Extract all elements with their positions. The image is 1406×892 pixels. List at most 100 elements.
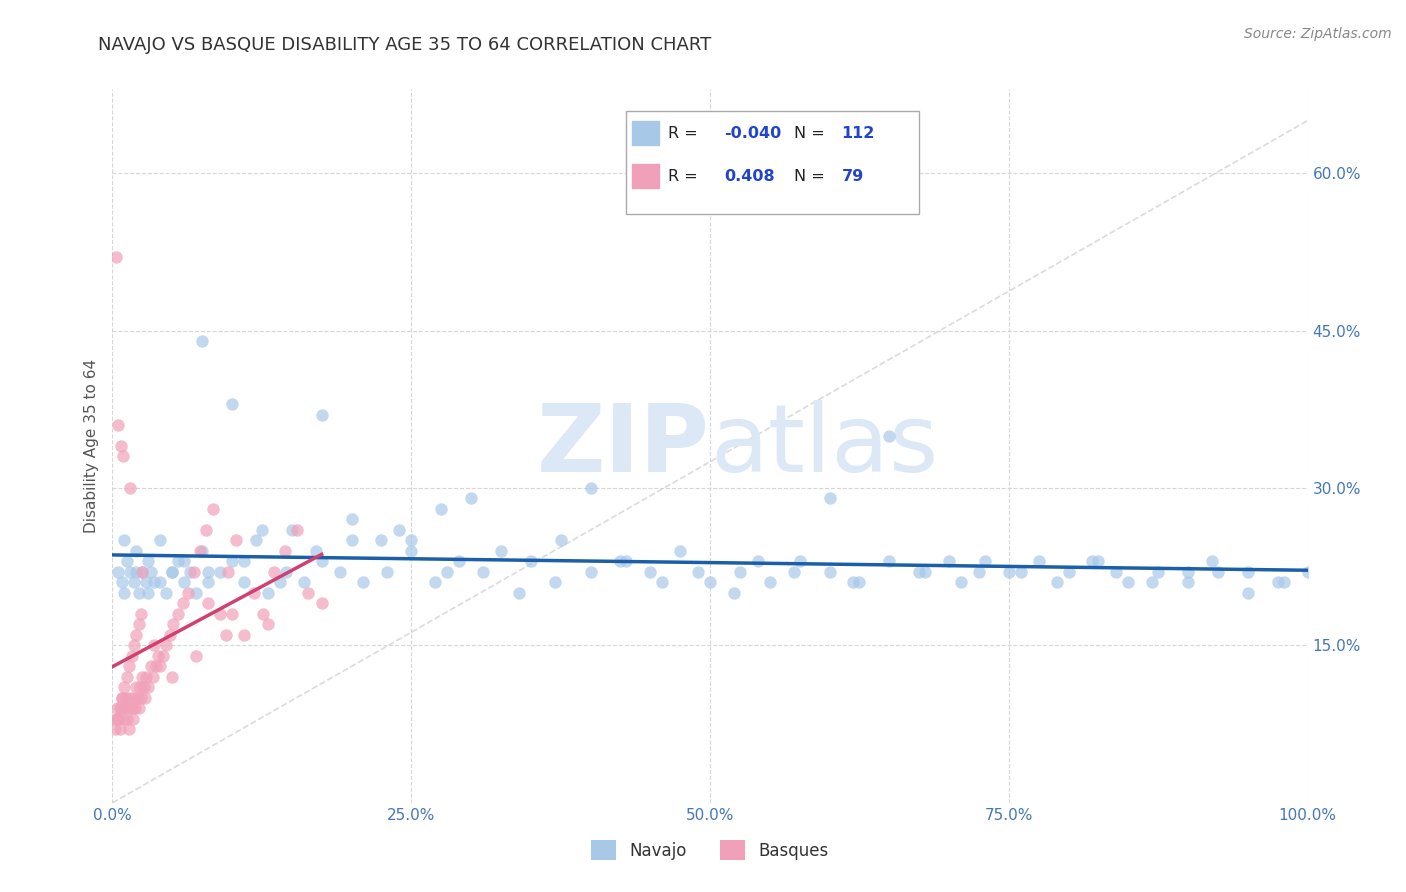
Point	[121, 712, 143, 726]
Point	[723, 586, 745, 600]
Point	[950, 575, 973, 590]
Point	[125, 681, 148, 695]
Point	[221, 607, 243, 621]
Point	[197, 596, 219, 610]
Point	[998, 565, 1021, 579]
Point	[728, 565, 751, 579]
Point	[122, 639, 145, 653]
Point	[609, 554, 631, 568]
Point	[974, 554, 997, 568]
Point	[186, 586, 208, 600]
Point	[340, 512, 363, 526]
Point	[669, 544, 692, 558]
Point	[472, 565, 495, 579]
Point	[110, 439, 132, 453]
Point	[173, 554, 195, 568]
Point	[616, 554, 638, 568]
Point	[122, 690, 145, 705]
Point	[121, 648, 143, 663]
Point	[173, 575, 195, 590]
Point	[152, 648, 174, 663]
Y-axis label: Disability Age 35 to 64: Disability Age 35 to 64	[83, 359, 98, 533]
Point	[108, 701, 131, 715]
Point	[143, 575, 166, 590]
Point	[245, 533, 267, 548]
Point	[1296, 565, 1319, 579]
Point	[118, 659, 141, 673]
Point	[132, 681, 155, 695]
Point	[145, 659, 167, 673]
Point	[305, 544, 328, 558]
FancyBboxPatch shape	[633, 121, 658, 145]
Point	[149, 533, 172, 548]
Point	[177, 586, 200, 600]
Point	[233, 628, 256, 642]
Text: ZIP: ZIP	[537, 400, 710, 492]
Point	[115, 670, 138, 684]
Point	[285, 523, 308, 537]
Point	[221, 397, 243, 411]
FancyBboxPatch shape	[627, 111, 920, 214]
Point	[699, 575, 721, 590]
Point	[388, 523, 411, 537]
Point	[167, 607, 190, 621]
Point	[1057, 565, 1080, 579]
Point	[1081, 554, 1104, 568]
Point	[489, 544, 512, 558]
Point	[129, 681, 152, 695]
Point	[111, 690, 134, 705]
Point	[273, 544, 295, 558]
Point	[221, 554, 243, 568]
Point	[401, 544, 423, 558]
Point	[352, 575, 374, 590]
Point	[938, 554, 960, 568]
Point	[122, 575, 145, 590]
Point	[252, 607, 274, 621]
Point	[121, 701, 143, 715]
Point	[370, 533, 392, 548]
Text: N =: N =	[794, 126, 830, 141]
Text: -0.040: -0.040	[724, 126, 782, 141]
Point	[520, 554, 543, 568]
Point	[138, 554, 160, 568]
Text: 79: 79	[842, 169, 863, 184]
Point	[1142, 575, 1164, 590]
Point	[401, 533, 423, 548]
Point	[115, 712, 138, 726]
Point	[233, 554, 256, 568]
Point	[107, 565, 129, 579]
Point	[134, 690, 156, 705]
Point	[543, 575, 565, 590]
Point	[191, 334, 214, 348]
Point	[579, 565, 602, 579]
Point	[1028, 554, 1050, 568]
Point	[128, 701, 150, 715]
Text: Source: ZipAtlas.com: Source: ZipAtlas.com	[1244, 27, 1392, 41]
Point	[1267, 575, 1289, 590]
Point	[1087, 554, 1109, 568]
FancyBboxPatch shape	[633, 164, 658, 187]
Point	[250, 523, 273, 537]
Legend: Navajo, Basques: Navajo, Basques	[585, 833, 835, 867]
Point	[118, 723, 141, 737]
Point	[194, 523, 217, 537]
Point	[179, 565, 201, 579]
Point	[167, 554, 190, 568]
Point	[329, 565, 352, 579]
Text: 112: 112	[842, 126, 875, 141]
Point	[508, 586, 530, 600]
Point	[120, 565, 142, 579]
Point	[257, 617, 280, 632]
Point	[217, 565, 239, 579]
Point	[114, 586, 135, 600]
Point	[114, 701, 135, 715]
Point	[1272, 575, 1295, 590]
Point	[967, 565, 990, 579]
Point	[149, 659, 172, 673]
Point	[149, 575, 172, 590]
Text: NAVAJO VS BASQUE DISABILITY AGE 35 TO 64 CORRELATION CHART: NAVAJO VS BASQUE DISABILITY AGE 35 TO 64…	[98, 36, 711, 54]
Point	[162, 670, 183, 684]
Point	[112, 450, 135, 464]
Point	[292, 575, 315, 590]
Point	[908, 565, 931, 579]
